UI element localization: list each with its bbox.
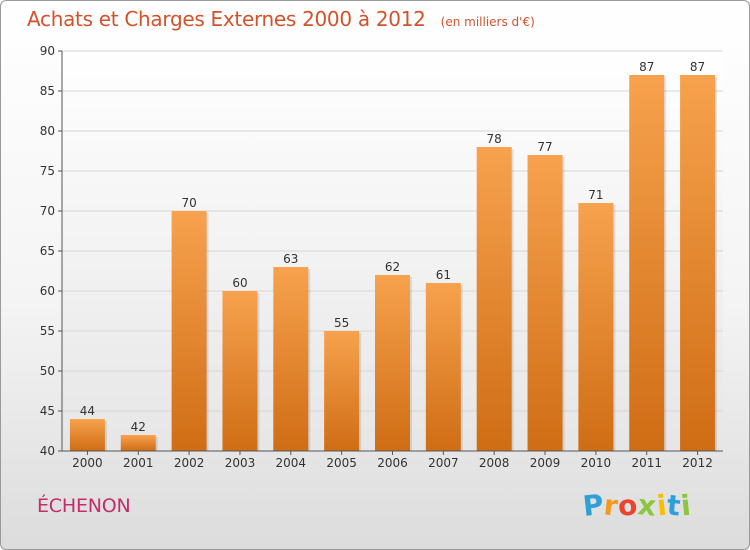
data-label: 63 [283,252,298,266]
x-tick-label: 2010 [581,456,612,470]
data-label: 87 [690,60,705,74]
chart-title-text: Achats et Charges Externes 2000 à 2012 [27,7,426,31]
data-label: 70 [181,196,196,210]
y-tick-label: 80 [40,124,55,138]
bar [476,147,512,451]
x-tick-label: 2002 [174,456,205,470]
bar [171,211,207,451]
data-label: 78 [487,132,502,146]
x-tick-label: 2012 [682,456,713,470]
y-tick-label: 70 [40,204,55,218]
y-tick-label: 90 [40,44,55,58]
logo-letter: i [678,488,693,523]
bar [527,155,563,451]
data-label: 60 [232,276,247,290]
bar [629,75,665,451]
bar [69,419,105,451]
y-tick-label: 40 [40,444,55,458]
x-tick-label: 2005 [326,456,357,470]
data-label: 55 [334,316,349,330]
x-tick-label: 2011 [631,456,662,470]
y-tick-label: 45 [40,404,55,418]
bar [273,267,309,451]
x-tick-label: 2001 [123,456,154,470]
x-tick-label: 2006 [377,456,408,470]
bar [324,331,360,451]
y-tick-label: 60 [40,284,55,298]
bar [222,291,258,451]
y-tick-label: 50 [40,364,55,378]
y-tick-label: 85 [40,84,55,98]
bar [375,275,410,451]
data-label: 61 [436,268,451,282]
x-tick-label: 2007 [428,456,459,470]
x-tick-label: 2003 [225,456,256,470]
proxiti-logo: Proxiti [581,488,693,523]
x-tick-label: 2004 [276,456,307,470]
data-label: 44 [80,404,95,418]
bar [578,203,614,451]
data-label: 62 [385,260,400,274]
chart-title: Achats et Charges Externes 2000 à 2012 (… [27,7,535,31]
x-tick-label: 2008 [479,456,510,470]
chart-unit-text: (en milliers d'€) [440,15,535,29]
x-tick-label: 2009 [530,456,561,470]
data-label: 77 [537,140,552,154]
data-label: 42 [131,420,146,434]
y-tick-label: 65 [40,244,55,258]
data-label: 71 [588,188,603,202]
y-tick-label: 75 [40,164,55,178]
data-label: 87 [639,60,654,74]
bar [120,435,156,451]
x-tick-label: 2000 [72,456,103,470]
y-tick-label: 55 [40,324,55,338]
bar [425,283,461,451]
bar [680,75,716,451]
commune-name: ÉCHENON [37,495,131,517]
